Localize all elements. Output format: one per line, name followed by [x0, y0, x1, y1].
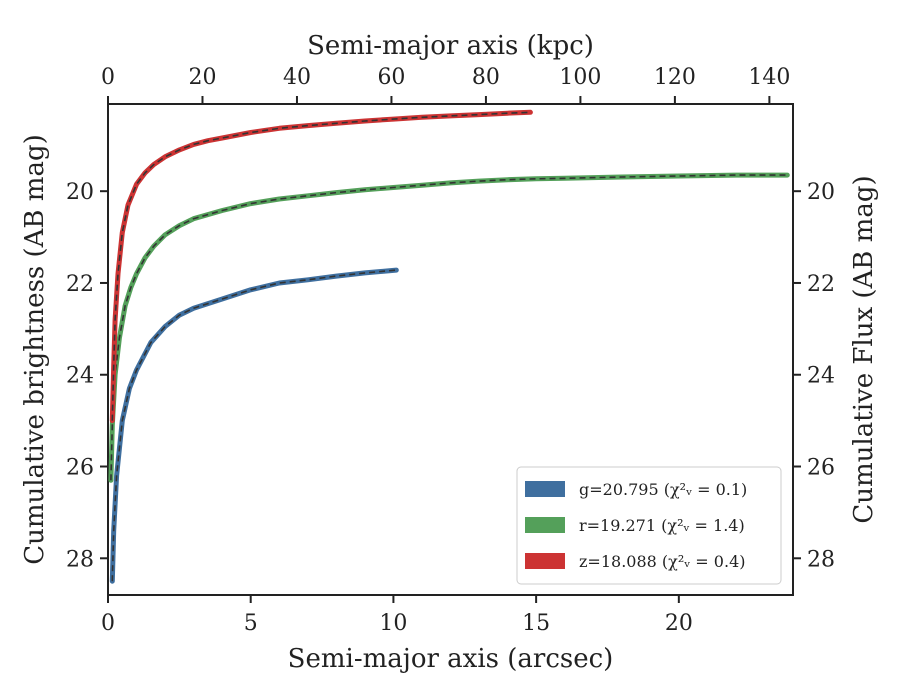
x2-tick-label: 80 [472, 65, 500, 90]
x2-tick-label: 60 [377, 65, 405, 90]
x-tick-label: 15 [522, 611, 550, 636]
series-model-dashed-0 [111, 269, 397, 582]
x2-tick-label: 140 [748, 65, 790, 90]
y-tick-label: 20 [66, 180, 94, 205]
x2-tick-label: 120 [654, 65, 696, 90]
y2-tick-label: 28 [807, 547, 835, 572]
y-tick-label: 22 [66, 272, 94, 297]
y-axis-title: Cumulative brightness (AB mag) [20, 134, 50, 565]
x2-tick-label: 0 [101, 65, 115, 90]
series-model-dashed-1 [110, 174, 788, 481]
x-tick-label: 10 [379, 611, 407, 636]
legend-box [516, 466, 782, 585]
plot-frame [107, 103, 794, 596]
series-line-1 [108, 172, 790, 483]
legend-label-2: z=18.088 (χ²ᵥ = 0.4) [579, 552, 745, 571]
x-tick-label: 5 [244, 611, 258, 636]
x2-tick-label: 20 [188, 65, 216, 90]
y2-tick-label: 20 [807, 180, 835, 205]
y-tick-label: 26 [66, 456, 94, 481]
legend-swatch-1 [525, 517, 565, 533]
y-tick-label: 24 [66, 364, 94, 389]
legend-label-1: r=19.271 (χ²ᵥ = 1.4) [579, 516, 745, 535]
series-line-2 [109, 109, 533, 424]
x-tick-label: 0 [101, 611, 115, 636]
x-tick-label: 20 [665, 611, 693, 636]
y2-tick-label: 22 [807, 272, 835, 297]
x-axis-title: Semi-major axis (arcsec) [288, 644, 614, 674]
y2-tick-label: 24 [807, 364, 835, 389]
x2-tick-label: 100 [559, 65, 601, 90]
y-tick-label: 28 [66, 547, 94, 572]
legend-swatch-2 [525, 553, 565, 569]
x2-axis-title: Semi-major axis (kpc) [307, 31, 594, 61]
y2-axis-title: Cumulative Flux (AB mag) [849, 175, 879, 523]
legend-label-0: g=20.795 (χ²ᵥ = 0.1) [579, 480, 747, 499]
series-model-dashed-2 [111, 111, 531, 421]
x2-tick-label: 40 [283, 65, 311, 90]
y2-tick-label: 26 [807, 456, 835, 481]
series-line-0 [109, 267, 399, 584]
legend-swatch-0 [525, 481, 565, 497]
